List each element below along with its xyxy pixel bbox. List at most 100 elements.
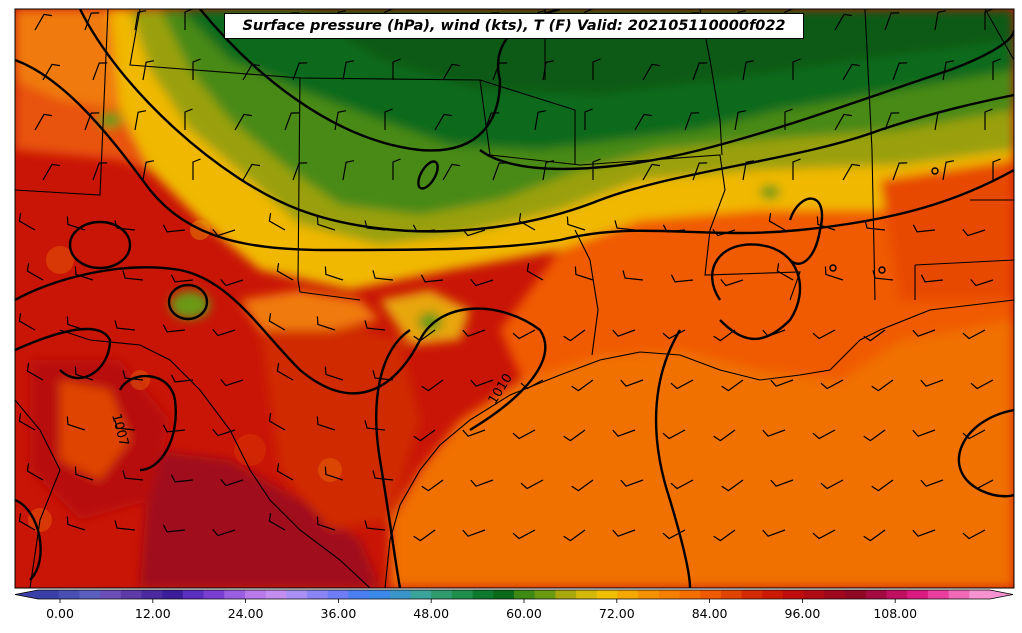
wind-barb [892, 162, 908, 181]
wind-barb [18, 313, 36, 331]
wind-barb [342, 160, 355, 181]
wind-barb [462, 329, 486, 337]
colorbar-swatch [58, 590, 80, 599]
colorbar-swatch [907, 590, 929, 599]
wind-barb [962, 529, 986, 540]
wind-barb [268, 213, 286, 231]
wind-barb [284, 112, 300, 131]
wind-barb [762, 329, 786, 337]
wind-barb [942, 160, 955, 181]
wind-barb [912, 529, 936, 537]
colorbar-tick-label: 0.00 [46, 606, 74, 621]
wind-barb [372, 270, 394, 281]
colorbar-swatch [596, 590, 618, 599]
wind-barb [742, 160, 755, 181]
wind-barb [920, 274, 944, 283]
wind-barb [84, 12, 100, 31]
wind-barb [892, 62, 908, 81]
small-isobar-rings [829, 167, 939, 274]
colorbar-swatch [658, 590, 681, 599]
colorbar-swatch [783, 590, 805, 599]
wind-barb [276, 363, 294, 381]
wind-barb [462, 429, 486, 437]
wind-barb [413, 529, 436, 542]
wind-barb [413, 329, 436, 342]
wind-barb [26, 263, 44, 281]
wind-barb [92, 62, 108, 81]
colorbar-swatch [969, 590, 991, 599]
wind-barb [526, 263, 544, 281]
colorbar-swatch [79, 590, 101, 599]
wind-barb [992, 58, 1001, 80]
wind-barb [592, 58, 601, 80]
wind-barb [871, 479, 894, 492]
wind-barb [334, 110, 347, 131]
wind-barb [912, 429, 936, 437]
wind-barb [871, 379, 894, 392]
wind-barb [184, 108, 193, 130]
wind-barb [372, 470, 394, 481]
wind-barb [692, 62, 708, 81]
wind-barb [970, 479, 994, 490]
wind-barb [670, 274, 694, 283]
wind-barb [212, 429, 236, 437]
wind-barb [512, 429, 536, 440]
wind-barb [18, 213, 36, 231]
wind-barb [563, 329, 586, 342]
wind-barb [622, 270, 644, 281]
colorbar-swatch [700, 590, 722, 599]
wind-barb [484, 112, 500, 131]
colorbar-tick-label: 108.00 [873, 606, 918, 621]
wind-barb [942, 60, 955, 81]
wind-barb [162, 524, 186, 533]
colorbar-swatch [307, 590, 329, 599]
wind-barb [962, 329, 986, 340]
wind-barb [912, 224, 936, 233]
wind-barb [812, 329, 836, 340]
colorbar-swatch [865, 590, 888, 599]
wind-barb [92, 162, 108, 181]
wind-barb [934, 110, 947, 131]
wind-barb [970, 279, 994, 287]
colorbar-swatch [203, 590, 225, 599]
colorbar-swatch [265, 590, 287, 599]
wind-barb [292, 162, 308, 181]
wind-barb [462, 229, 486, 237]
wind-barb [212, 229, 236, 237]
wind-barb [670, 479, 694, 490]
wind-barb [66, 516, 86, 531]
wind-barb [122, 370, 144, 381]
wind-barb [492, 162, 508, 181]
colorbar-swatch [410, 590, 432, 599]
wind-barb [74, 366, 94, 381]
wind-barb [324, 366, 344, 381]
wind-barb [662, 429, 686, 440]
wind-barb [434, 113, 452, 131]
wind-barb [884, 112, 900, 131]
wind-barb [66, 216, 86, 231]
wind-barb [768, 213, 786, 231]
wind-barb [34, 113, 52, 131]
colorbar-swatch [100, 590, 122, 599]
colorbar-swatch [720, 590, 743, 599]
wind-barb [170, 374, 194, 383]
wind-barb [66, 416, 86, 431]
wind-barb [762, 429, 786, 437]
wind-barb [462, 529, 486, 537]
wind-barb [364, 220, 386, 231]
wind-barb [114, 220, 136, 231]
wind-barb [42, 63, 60, 81]
wind-barb [184, 9, 193, 30]
wind-barb [934, 10, 947, 31]
wind-barb [421, 379, 444, 392]
wind-barb [770, 479, 794, 487]
map-frame [14, 8, 1015, 589]
colorbar-swatch [493, 590, 515, 599]
colorbar-swatch [824, 590, 846, 599]
colorbar-tick-label: 24.00 [227, 606, 264, 621]
wind-barb [316, 416, 336, 431]
wind-barb [220, 479, 244, 487]
wind-barb [816, 216, 836, 231]
colorbar-swatch [369, 590, 391, 599]
colorbar-swatch [534, 590, 556, 599]
